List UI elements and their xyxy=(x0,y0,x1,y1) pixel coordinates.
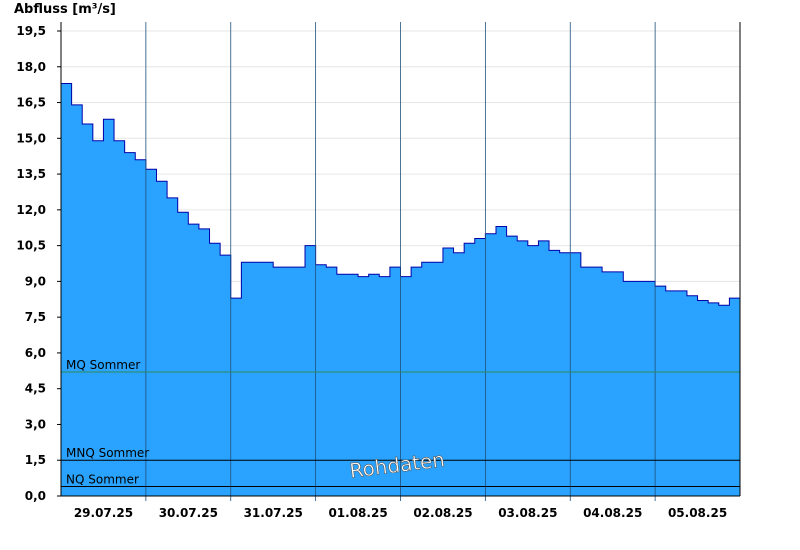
x-tick-label-0: 29.07.25 xyxy=(74,506,133,520)
x-tick-label-1: 30.07.25 xyxy=(159,506,218,520)
reference-label-2: NQ Sommer xyxy=(66,472,139,486)
axes xyxy=(60,22,741,497)
x-tick-label-5: 03.08.25 xyxy=(498,506,557,520)
y-tick-label-7: 10,5 xyxy=(16,239,46,253)
y-tick-label-5: 7,5 xyxy=(25,310,46,324)
y-tick-label-1: 1,5 xyxy=(25,453,46,467)
y-tick-label-12: 18,0 xyxy=(16,60,46,74)
y-tick-label-4: 6,0 xyxy=(25,346,46,360)
reference-label-1: MNQ Sommer xyxy=(66,446,149,460)
reference-label-0: MQ Sommer xyxy=(66,358,140,372)
y-tick-label-11: 16,5 xyxy=(16,96,46,110)
x-tick-label-3: 01.08.25 xyxy=(328,506,387,520)
x-tick-label-4: 02.08.25 xyxy=(413,506,472,520)
x-tick-label-2: 31.07.25 xyxy=(244,506,303,520)
y-tick-labels: 0,0 1,5 3,0 4,5 6,0 7,5 9,0 10,5 12,0 13,5 15,0 16,… xyxy=(16,24,61,503)
x-tick-label-7: 05.08.25 xyxy=(668,506,727,520)
y-tick-label-9: 13,5 xyxy=(16,167,46,181)
y-tick-label-3: 4,5 xyxy=(25,382,46,396)
y-tick-label-2: 3,0 xyxy=(25,417,46,431)
reference-lines: MQ Sommer MNQ Sommer NQ Sommer xyxy=(61,358,740,487)
discharge-line xyxy=(60,59,740,306)
x-tick-label-6: 04.08.25 xyxy=(583,506,642,520)
day-separators xyxy=(145,22,656,501)
y-tick-label-8: 12,0 xyxy=(16,203,46,217)
y-tick-label-0: 0,0 xyxy=(25,489,46,503)
y-tick-label-13: 19,5 xyxy=(16,24,46,38)
y-axis-title: Abfluss [m³/s] xyxy=(14,2,116,17)
y-tick-label-6: 9,0 xyxy=(25,274,46,288)
y-tick-label-10: 15,0 xyxy=(16,131,46,145)
x-tick-labels: 29.07.25 30.07.25 31.07.25 01.08.25 02.08.25… xyxy=(74,506,727,520)
